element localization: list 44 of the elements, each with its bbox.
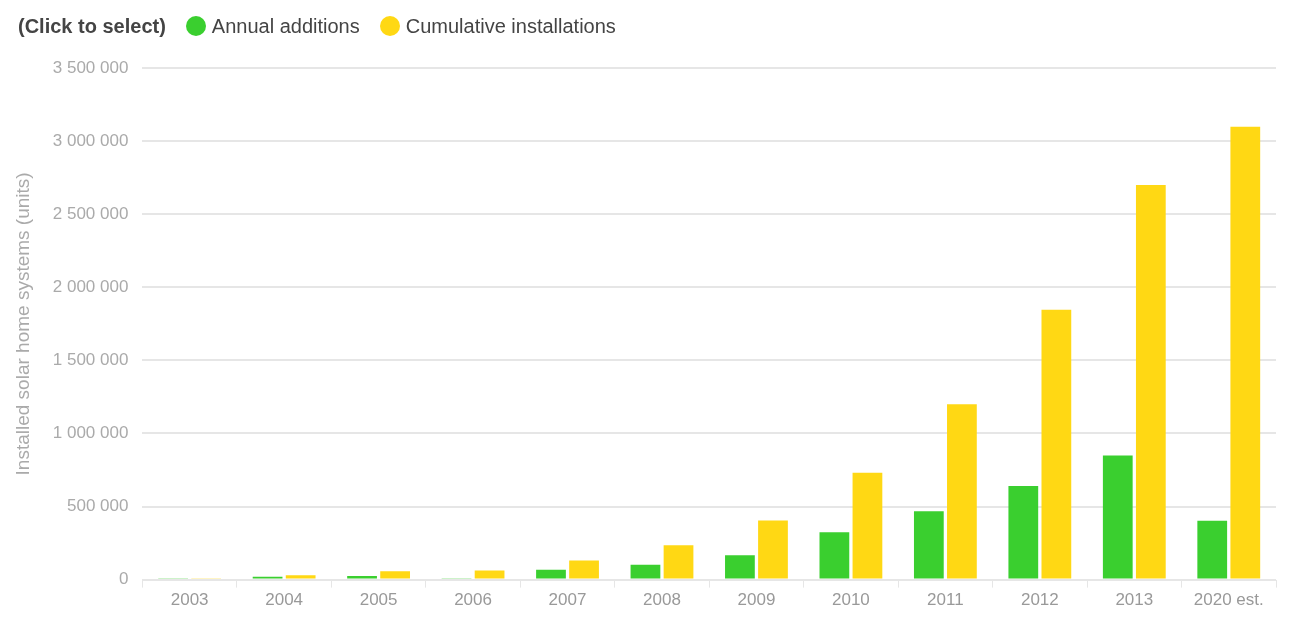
bar: [819, 532, 850, 579]
x-tick-label: 2008: [643, 590, 681, 610]
bar: [758, 520, 788, 579]
bar: [1102, 455, 1133, 579]
x-tick-label: 2010: [832, 590, 870, 610]
y-tick-label: 3 000 000: [52, 130, 129, 150]
x-tick-label: 2012: [1020, 590, 1059, 610]
bar: [663, 545, 694, 579]
x-tick-label: 2009: [737, 590, 776, 610]
y-tick-label: 500 000: [66, 496, 129, 516]
bar: [569, 560, 599, 579]
y-tick-label: 0: [118, 569, 129, 589]
x-tick-label: 2006: [454, 590, 492, 610]
x-tick-label: 2020 est.: [1193, 590, 1264, 610]
y-axis-title: Installed solar home systems (units): [11, 172, 33, 476]
bar: [347, 575, 377, 579]
x-tick-label: 2005: [359, 590, 398, 610]
bar: [630, 564, 661, 579]
bar: [852, 472, 883, 579]
bar: [1008, 485, 1039, 579]
legend-label: Cumulative installations: [405, 14, 616, 38]
bar: [1041, 309, 1072, 579]
bar: [1230, 126, 1261, 579]
bar: [285, 575, 316, 579]
y-tick-label: 3 500 000: [52, 57, 129, 77]
bar: [474, 570, 505, 579]
y-tick-label: 2 500 000: [52, 204, 129, 223]
x-tick-label: 2004: [265, 590, 304, 610]
bar: [947, 404, 977, 579]
bar: [1197, 520, 1228, 579]
legend-title: (Click to select): [18, 14, 166, 38]
legend-label: Annual additions: [211, 14, 360, 38]
y-tick-label: 1 500 000: [52, 350, 129, 370]
bar: [380, 571, 410, 579]
bar: [536, 569, 566, 579]
bar: [1135, 185, 1166, 579]
x-tick-label: 2007: [548, 590, 587, 610]
bar: [913, 511, 944, 579]
x-tick-label: 2011: [927, 590, 964, 610]
x-tick-label: 2013: [1115, 590, 1154, 610]
bar: [725, 555, 755, 579]
y-tick-label: 1 000 000: [52, 423, 129, 443]
x-tick-label: 2003: [170, 590, 209, 610]
y-tick-label: 2 000 000: [52, 277, 129, 297]
